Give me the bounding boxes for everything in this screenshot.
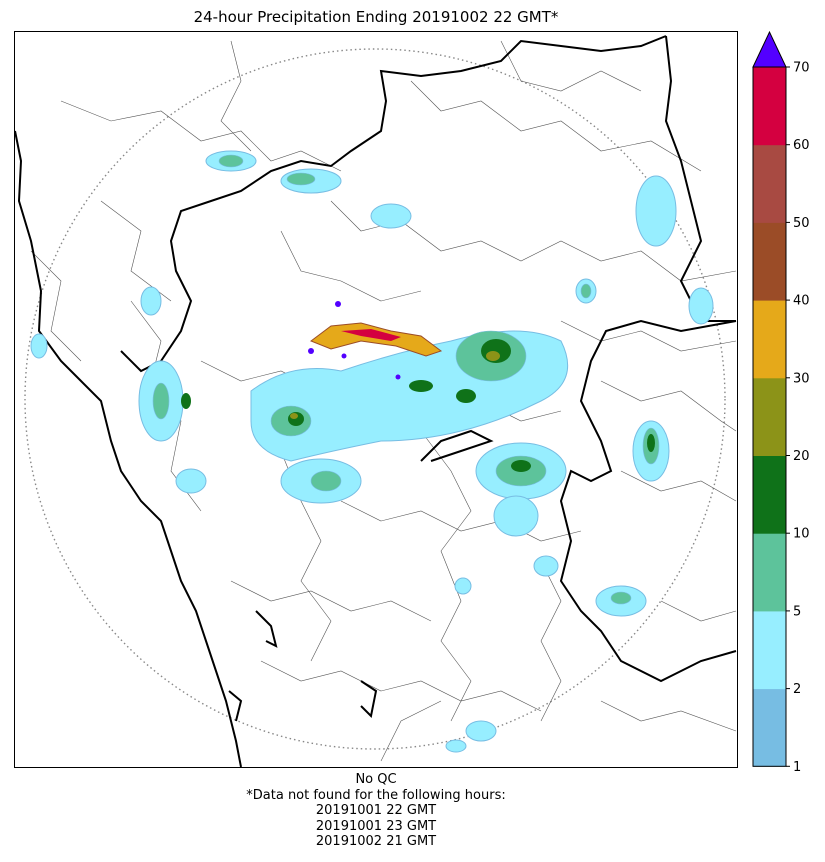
colorbar-tick-label: 20 [793, 449, 810, 464]
colorbar-overflow-arrow [752, 30, 787, 68]
map-title: 24-hour Precipitation Ending 20191002 22… [193, 8, 559, 26]
colorbar-bin [753, 222, 786, 301]
missing-data-header: *Data not found for the following hours: [246, 787, 506, 803]
precip-very-heavy [290, 351, 500, 419]
footer-notes: No QC *Data not found for the following … [0, 772, 752, 850]
colorbar-tick-label: 2 [793, 682, 801, 697]
missing-hour: 20191002 21 GMT [315, 834, 437, 849]
colorbar-tick-label: 30 [793, 371, 810, 386]
colorbar-bin [753, 144, 786, 223]
colorbar: 1 2 5 10 20 30 40 50 60 70 [752, 30, 822, 775]
colorbar-bin [753, 377, 786, 456]
radar-range-ring [24, 48, 726, 750]
colorbar-bin [753, 67, 786, 146]
colorbar-tick-label: 50 [793, 216, 810, 231]
missing-hour: 20191001 23 GMT [315, 818, 437, 834]
precipitation-map [14, 31, 738, 768]
colorbar-tick-label: 10 [793, 527, 810, 542]
colorbar-frame [752, 66, 787, 767]
precip-light [30, 150, 714, 753]
qc-note: No QC [355, 772, 397, 787]
colorbar-tick-label: 1 [793, 760, 801, 772]
colorbar-bin [753, 455, 786, 534]
colorbar-tick-label: 40 [793, 294, 810, 309]
colorbar-tick-label: 70 [793, 61, 810, 76]
colorbar-bin [753, 300, 786, 379]
colorbar-bin [753, 688, 786, 767]
colorbar-tick-label: 60 [793, 138, 810, 153]
colorbar-tick-label: 5 [793, 604, 801, 619]
missing-hour: 20191001 22 GMT [315, 803, 437, 818]
precip-intense-band [308, 301, 443, 380]
colorbar-bin [753, 610, 786, 690]
colorbar-bin [753, 533, 786, 612]
